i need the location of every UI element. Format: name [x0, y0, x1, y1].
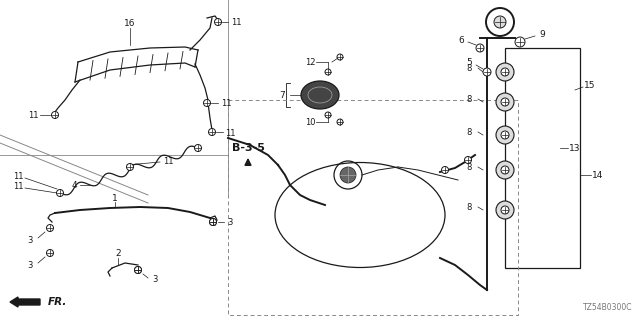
Circle shape [476, 44, 484, 52]
Circle shape [209, 219, 216, 226]
Circle shape [340, 167, 356, 183]
Text: 14: 14 [592, 171, 604, 180]
Bar [505, 48, 580, 268]
Circle shape [496, 126, 514, 144]
Circle shape [501, 98, 509, 106]
Text: 5: 5 [466, 58, 472, 67]
Circle shape [127, 164, 134, 171]
Circle shape [134, 267, 141, 274]
Text: B-3-5: B-3-5 [232, 143, 264, 153]
Text: 8: 8 [467, 127, 472, 137]
Circle shape [204, 100, 211, 107]
Circle shape [47, 250, 54, 257]
Text: 16: 16 [124, 19, 136, 28]
Circle shape [51, 111, 58, 118]
Circle shape [195, 145, 202, 151]
FancyArrow shape [10, 297, 40, 307]
Text: 13: 13 [569, 143, 580, 153]
Circle shape [496, 201, 514, 219]
Circle shape [501, 206, 509, 214]
Text: 11: 11 [221, 99, 231, 108]
Circle shape [325, 112, 331, 118]
Circle shape [325, 69, 331, 75]
Text: 9: 9 [539, 29, 545, 38]
Text: 8: 8 [467, 203, 472, 212]
Text: 8: 8 [467, 94, 472, 103]
Text: 8: 8 [467, 63, 472, 73]
Circle shape [209, 219, 216, 226]
Circle shape [496, 63, 514, 81]
Text: 8: 8 [467, 163, 472, 172]
Circle shape [337, 119, 343, 125]
Text: 11: 11 [225, 129, 236, 138]
Circle shape [209, 129, 216, 135]
Circle shape [483, 68, 491, 76]
Text: 3: 3 [28, 236, 33, 244]
Text: 3: 3 [152, 276, 157, 284]
Circle shape [56, 189, 63, 196]
Text: 6: 6 [458, 36, 464, 44]
Text: 3: 3 [227, 218, 233, 227]
Circle shape [442, 166, 449, 173]
Circle shape [501, 131, 509, 139]
Text: FR.: FR. [48, 297, 67, 307]
Text: 15: 15 [584, 81, 596, 90]
Circle shape [465, 156, 472, 164]
Text: TZ54B0300C: TZ54B0300C [582, 303, 632, 312]
Circle shape [214, 19, 221, 26]
Text: 2: 2 [115, 249, 121, 258]
Text: 11: 11 [231, 18, 241, 27]
Circle shape [496, 93, 514, 111]
Circle shape [501, 68, 509, 76]
Text: 11: 11 [13, 172, 23, 180]
Text: 10: 10 [305, 117, 316, 126]
Text: 4: 4 [71, 180, 77, 189]
Text: 11: 11 [28, 110, 38, 119]
Text: 11: 11 [13, 181, 23, 190]
Circle shape [494, 16, 506, 28]
Text: 7: 7 [279, 91, 285, 100]
Circle shape [337, 54, 343, 60]
Text: 11: 11 [163, 156, 173, 165]
Circle shape [134, 267, 141, 274]
Text: 3: 3 [28, 260, 33, 269]
Text: 1: 1 [112, 194, 118, 203]
Text: 12: 12 [305, 58, 316, 67]
Circle shape [47, 225, 54, 231]
Ellipse shape [301, 81, 339, 109]
Circle shape [496, 161, 514, 179]
Circle shape [501, 166, 509, 174]
Circle shape [515, 37, 525, 47]
